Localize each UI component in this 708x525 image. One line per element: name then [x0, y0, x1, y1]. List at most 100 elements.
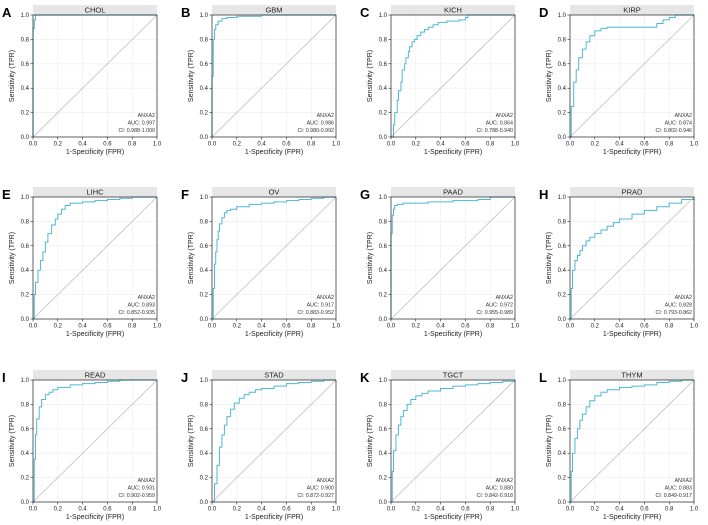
plot-frame — [390, 14, 516, 138]
x-axis-title: 1-Specificity (FPR) — [424, 331, 482, 338]
panel-title: LIHC — [86, 188, 104, 197]
x-tick-label: 1.0 — [511, 507, 520, 513]
y-tick-label: 1.0 — [200, 378, 209, 384]
y-tick-label: 0.6 — [379, 427, 388, 433]
annotation-gene: ANXA2 — [496, 478, 513, 484]
x-tick-label: 0.8 — [307, 324, 316, 330]
x-axis-title: 1-Specificity (FPR) — [603, 514, 661, 521]
y-tick-label: 0.2 — [558, 476, 567, 482]
y-axis-title: Sensitivity (TPR) — [188, 415, 195, 467]
title-strip — [212, 187, 336, 197]
y-tick-label: 0.8 — [200, 402, 209, 408]
x-tick-label: 0.2 — [591, 142, 600, 148]
annotation-ci: CI: 0.842-0.918 — [476, 493, 513, 499]
x-tick-label: 0.8 — [128, 324, 137, 330]
x-axis-title: 1-Specificity (FPR) — [245, 514, 303, 521]
y-tick-label: 0.6 — [21, 62, 30, 68]
annotation-auc: AUC: 0.880 — [486, 486, 513, 492]
x-tick-label: 0.6 — [103, 324, 112, 330]
y-tick-label: 0.8 — [558, 37, 567, 43]
y-tick-label: 0.8 — [21, 219, 30, 225]
y-tick-label: 0.2 — [200, 111, 209, 117]
x-tick-label: 0.0 — [387, 142, 396, 148]
plot-frame — [390, 196, 516, 320]
y-tick-label: 1.0 — [21, 378, 30, 384]
annotation-ci: CI: 0.902-0.959 — [118, 493, 155, 499]
plot-frame — [211, 14, 337, 138]
y-tick-label: 1.0 — [379, 378, 388, 384]
x-tick-label: 0.4 — [615, 324, 624, 330]
x-tick-label: 1.0 — [690, 507, 699, 513]
title-strip — [391, 370, 515, 380]
annotation-gene: ANXA2 — [675, 478, 692, 484]
y-tick-label: 0.6 — [558, 244, 567, 250]
plot-frame — [569, 196, 695, 320]
x-tick-label: 0.4 — [257, 324, 266, 330]
x-tick-label: 0.4 — [615, 507, 624, 513]
y-tick-label: 0.2 — [200, 476, 209, 482]
x-tick-label: 0.2 — [54, 142, 63, 148]
y-tick-label: 0.4 — [558, 451, 567, 457]
panel-label: K — [360, 370, 370, 385]
reference-diagonal — [390, 196, 516, 320]
x-axis-title: 1-Specificity (FPR) — [424, 149, 482, 156]
y-tick-label: 0.6 — [200, 427, 209, 433]
annotation-ci: CI: 0.883-0.952 — [297, 310, 334, 316]
panel-title: PAAD — [443, 188, 463, 197]
x-tick-label: 1.0 — [511, 142, 520, 148]
reference-diagonal — [32, 196, 158, 320]
x-tick-label: 1.0 — [332, 507, 341, 513]
roc-curve — [391, 14, 515, 138]
roc-curve — [391, 380, 516, 503]
reference-diagonal — [569, 196, 695, 320]
x-tick-label: 0.6 — [640, 324, 649, 330]
annotation-ci: CI: 0.872-0.927 — [297, 493, 334, 499]
x-tick-label: 0.2 — [591, 324, 600, 330]
x-tick-label: 0.6 — [282, 324, 291, 330]
x-tick-label: 0.4 — [436, 507, 445, 513]
panel-label: B — [181, 5, 190, 20]
y-tick-label: 0.4 — [200, 268, 209, 274]
panel-title: TGCT — [443, 371, 464, 380]
y-tick-label: 0.0 — [200, 135, 209, 141]
y-tick-label: 1.0 — [200, 195, 209, 201]
roc-curve — [211, 14, 336, 137]
y-tick-label: 0.4 — [200, 86, 209, 92]
x-tick-label: 1.0 — [690, 324, 699, 330]
roc-panel-kich: C KICH 0.00.0 0.2 0.2 0.4 0.4 0.6 0.6 0.8 0.8 1.0 1.… — [360, 5, 520, 156]
title-strip — [570, 5, 694, 15]
x-tick-label: 0.6 — [640, 142, 649, 148]
title-strip — [212, 5, 336, 15]
annotation-auc: AUC: 0.931 — [128, 486, 155, 492]
annotation-auc: AUC: 0.864 — [486, 121, 513, 127]
y-tick-label: 0.6 — [558, 62, 567, 68]
x-tick-label: 0.8 — [665, 324, 674, 330]
annotation-auc: AUC: 0.883 — [665, 486, 692, 492]
annotation-ci: CI: 0.802-0.946 — [655, 128, 692, 134]
y-tick-label: 0.4 — [379, 86, 388, 92]
y-tick-label: 0.0 — [558, 500, 567, 506]
reference-diagonal — [32, 379, 158, 503]
x-tick-label: 0.4 — [436, 142, 445, 148]
reference-diagonal — [569, 14, 695, 138]
y-tick-label: 0.4 — [200, 451, 209, 457]
y-tick-label: 0.2 — [21, 111, 30, 117]
annotation-ci: CI: 0.980-0.992 — [297, 128, 334, 134]
y-axis-title: Sensitivity (TPR) — [546, 50, 553, 102]
x-tick-label: 0.8 — [665, 142, 674, 148]
y-tick-label: 0.0 — [379, 317, 388, 323]
y-tick-label: 1.0 — [558, 195, 567, 201]
panel-title: STAD — [264, 371, 284, 380]
x-tick-label: 0.2 — [591, 507, 600, 513]
roc-curve — [390, 196, 515, 319]
x-tick-label: 0.2 — [412, 507, 421, 513]
y-tick-label: 0.8 — [200, 219, 209, 225]
x-tick-label: 1.0 — [332, 142, 341, 148]
title-strip — [391, 187, 515, 197]
annotation-auc: AUC: 0.972 — [486, 303, 513, 309]
x-tick-label: 1.0 — [690, 142, 699, 148]
y-axis-title: Sensitivity (TPR) — [188, 232, 195, 284]
panel-label: H — [539, 187, 548, 202]
y-axis-title: Sensitivity (TPR) — [367, 50, 374, 102]
roc-curve — [570, 14, 694, 138]
